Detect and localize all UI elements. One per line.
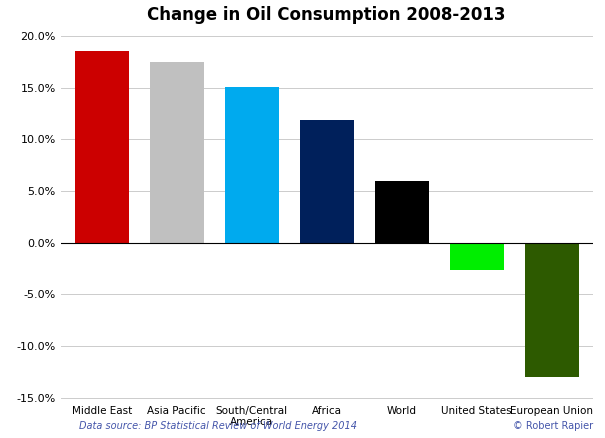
Bar — [374, 180, 429, 243]
Title: Change in Oil Consumption 2008-2013: Change in Oil Consumption 2008-2013 — [148, 6, 506, 24]
Bar — [299, 120, 354, 243]
Bar — [450, 243, 504, 269]
Bar — [224, 87, 279, 243]
Bar — [75, 51, 129, 243]
Bar — [525, 243, 578, 377]
Text: © Robert Rapier: © Robert Rapier — [513, 421, 593, 431]
Bar — [149, 62, 204, 243]
Text: Data source: BP Statistical Review of World Energy 2014: Data source: BP Statistical Review of Wo… — [79, 421, 357, 431]
